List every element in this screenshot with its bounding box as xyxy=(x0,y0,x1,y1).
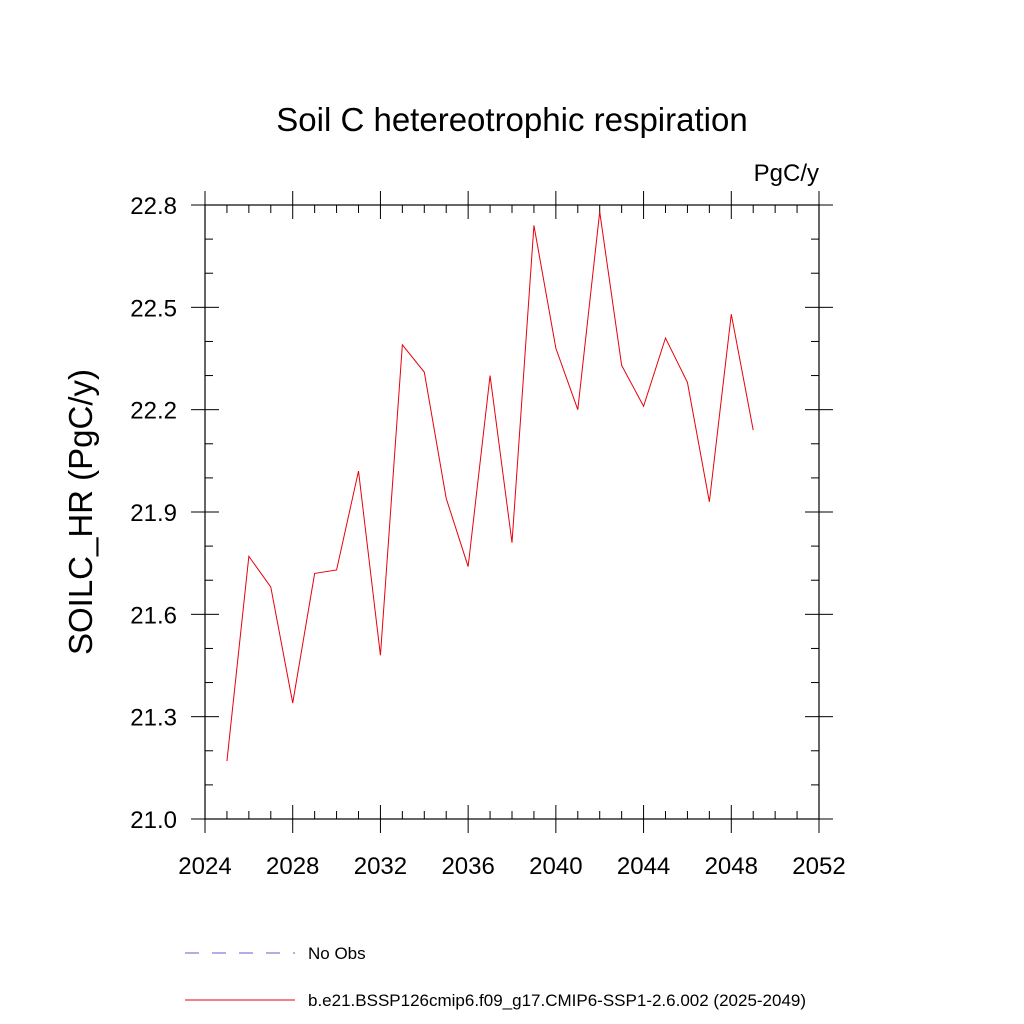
legend: No Obs b.e21.BSSP126cmip6.f09_g17.CMIP6-… xyxy=(185,944,806,1010)
y-tick-label: 21.0 xyxy=(130,807,177,834)
x-tick-label: 2048 xyxy=(705,853,758,880)
x-tick-label: 2028 xyxy=(266,853,319,880)
units-label: PgC/y xyxy=(754,160,819,187)
plot-area: 2024 2028 2032 2036 2040 2044 2048 2052 21.0 21.3… xyxy=(130,191,846,880)
x-tick-label: 2036 xyxy=(441,853,494,880)
y-tick-label: 21.9 xyxy=(130,500,177,527)
plot-frame xyxy=(204,204,820,820)
y-tick-label: 22.8 xyxy=(130,193,177,220)
y-axis-label: SOILC_HR (PgC/y) xyxy=(62,369,99,655)
x-tick-label: 2024 xyxy=(178,853,231,880)
x-tick-label: 2052 xyxy=(792,853,845,880)
series-line xyxy=(226,211,754,762)
chart-title: Soil C hetereotrophic respiration xyxy=(276,101,747,138)
x-tick-label: 2032 xyxy=(354,853,407,880)
y-tick-label: 22.5 xyxy=(130,295,177,322)
y-tick-label: 22.2 xyxy=(130,398,177,425)
legend-label-no-obs: No Obs xyxy=(308,944,366,963)
y-tick-label: 21.6 xyxy=(130,602,177,629)
x-tick-label: 2044 xyxy=(617,853,670,880)
x-tick-label: 2040 xyxy=(529,853,582,880)
y-tick-label: 21.3 xyxy=(130,705,177,732)
legend-label-model: b.e21.BSSP126cmip6.f09_g17.CMIP6-SSP1-2.… xyxy=(308,991,806,1010)
